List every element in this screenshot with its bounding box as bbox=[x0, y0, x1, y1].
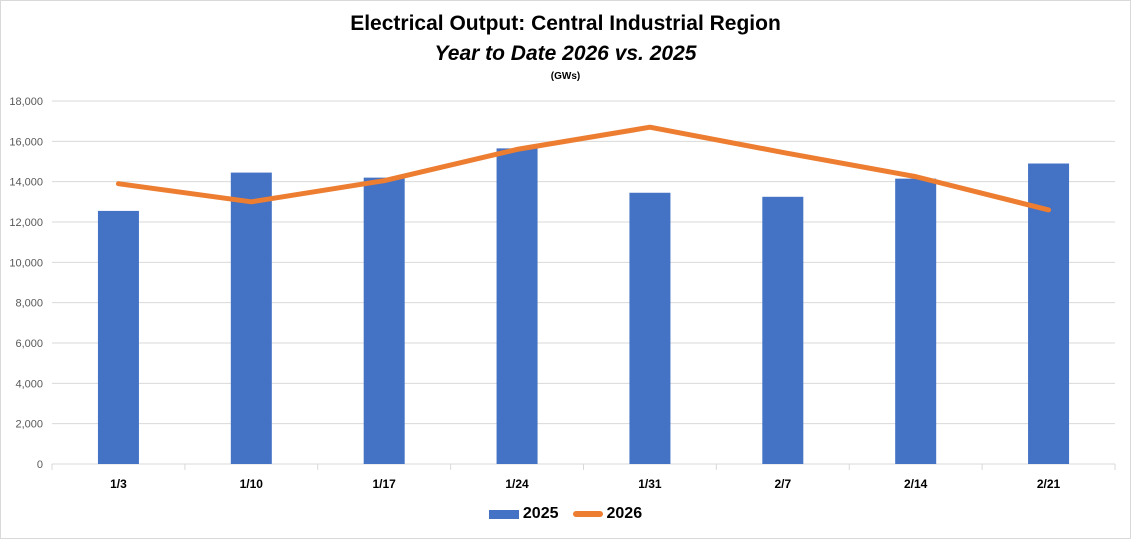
y-tick-label: 0 bbox=[37, 459, 43, 471]
y-tick-label: 14,000 bbox=[9, 177, 43, 189]
x-tick-label: 1/3 bbox=[110, 477, 127, 491]
y-tick-label: 10,000 bbox=[9, 257, 43, 269]
y-tick-label: 6,000 bbox=[15, 338, 43, 350]
legend-swatch-line bbox=[572, 511, 603, 517]
legend-label-2026: 2026 bbox=[606, 505, 643, 522]
bar-2025 bbox=[230, 172, 272, 464]
legend-swatch-bar bbox=[488, 509, 519, 519]
legend: 2025 2026 bbox=[0, 505, 1131, 523]
y-tick-label: 18,000 bbox=[9, 96, 43, 108]
x-tick-label: 1/17 bbox=[373, 477, 397, 491]
chart-units: (GWs) bbox=[550, 71, 581, 82]
y-tick-label: 8,000 bbox=[15, 298, 43, 310]
bar-2025 bbox=[1028, 163, 1070, 464]
legend-item-2026: 2026 bbox=[572, 505, 643, 523]
legend-item-2025: 2025 bbox=[488, 505, 559, 523]
bar-2025 bbox=[363, 177, 405, 464]
y-tick-label: 16,000 bbox=[9, 136, 43, 148]
x-tick-label: 2/21 bbox=[1037, 477, 1061, 491]
chart-subtitle: Year to Date 2026 vs. 2025 bbox=[434, 42, 697, 65]
x-tick-label: 2/14 bbox=[904, 477, 928, 491]
x-tick-label: 2/7 bbox=[774, 477, 791, 491]
bar-2025 bbox=[895, 178, 937, 464]
chart-title: Electrical Output: Central Industrial Re… bbox=[350, 12, 781, 35]
y-tick-label: 4,000 bbox=[15, 378, 43, 390]
y-tick-label: 2,000 bbox=[15, 419, 43, 431]
line-2026 bbox=[115, 124, 1052, 213]
bar-2025 bbox=[762, 196, 804, 464]
bar-2025 bbox=[629, 192, 671, 464]
bar-2025 bbox=[97, 210, 139, 464]
legend-label-2025: 2025 bbox=[522, 505, 559, 522]
x-tick-label: 1/10 bbox=[240, 477, 264, 491]
y-tick-label: 12,000 bbox=[9, 217, 43, 229]
x-tick-label: 1/24 bbox=[505, 477, 529, 491]
bar-2025 bbox=[496, 148, 538, 464]
x-tick-label: 1/31 bbox=[638, 477, 662, 491]
